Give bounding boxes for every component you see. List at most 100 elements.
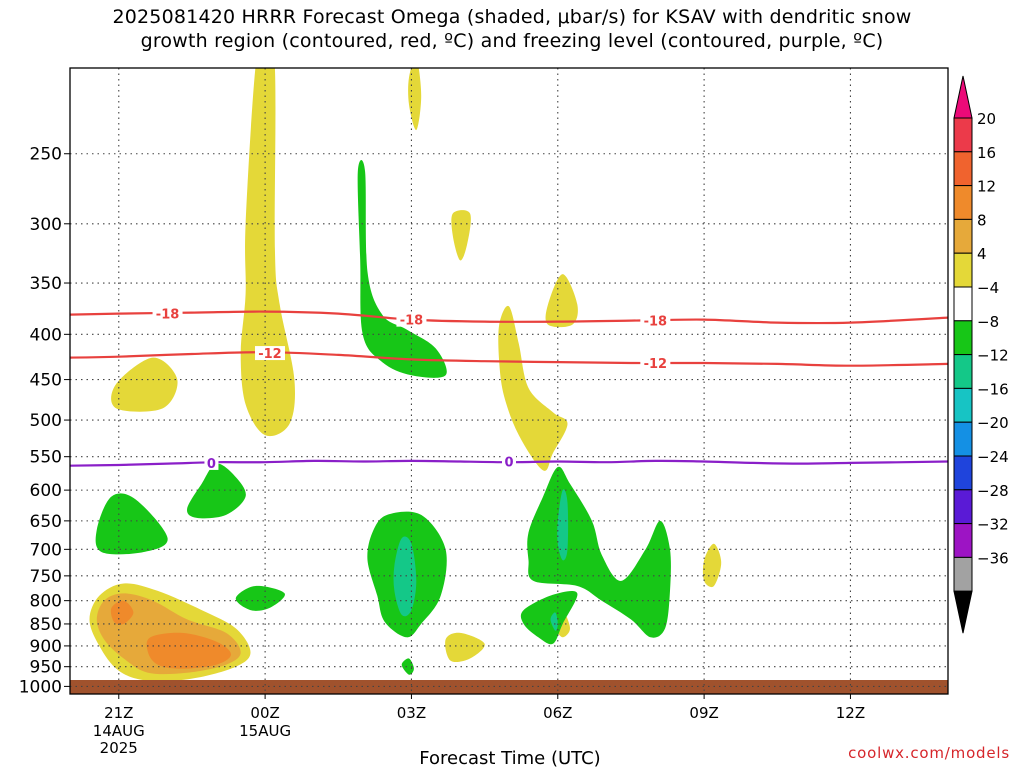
omega-region-17: [235, 585, 285, 611]
omega-region-2: [146, 632, 231, 669]
colorbar-label-8: −16: [977, 380, 1009, 398]
contour-label-bg-5: [204, 455, 219, 470]
colorbar-segment-0: [953, 117, 973, 153]
x-tick-label-3: 06Z: [543, 704, 572, 722]
colorbar-segment-7: [953, 354, 973, 389]
y-tick-label-950: 950: [30, 658, 62, 678]
colorbar-segment-1: [953, 151, 973, 187]
colorbar-label-7: −12: [977, 347, 1009, 365]
contour-label-bg-3: [254, 346, 285, 361]
colorbar-top-arrow: [953, 75, 973, 119]
y-tick-label-300: 300: [30, 215, 62, 235]
contour-label-0: -18: [156, 308, 180, 323]
omega-region-22: [557, 489, 569, 561]
contour-label-bg-6: [502, 454, 516, 469]
x-axis-label: Forecast Time (UTC): [419, 748, 600, 768]
omega-region-10: [445, 632, 485, 663]
omega-region-6: [451, 210, 471, 261]
x-tick-label-1: 00Z: [250, 704, 279, 722]
colorbar-label-3: 8: [977, 211, 987, 229]
omega-region-4: [111, 357, 178, 412]
omega-shading-layer: [89, 68, 722, 682]
contour-label-1: -18: [400, 314, 424, 329]
contour-labels-layer: -18 -18 -18 -12 -12 0 0: [152, 306, 671, 472]
omega-region-3: [110, 600, 134, 625]
source-credit: coolwx.com/models: [848, 744, 1010, 762]
y-axis-pressure: 2503003504004505005506006507007508008509…: [19, 145, 70, 697]
omega-region-21: [393, 536, 417, 617]
colorbar-label-0: 20: [977, 110, 996, 128]
omega-region-15: [186, 463, 246, 519]
y-tick-label-550: 550: [30, 448, 62, 468]
colorbar-label-9: −20: [977, 414, 1009, 432]
plot-frame: [69, 67, 949, 695]
omega-region-13: [357, 159, 447, 378]
x-tick-sublabel-0-0: 14AUG: [93, 722, 145, 740]
colorbar-label-1: 16: [977, 144, 996, 162]
contour-label-bg-2: [640, 313, 671, 328]
y-tick-label-400: 400: [30, 325, 62, 345]
chart-title-line-1: 2025081420 HRRR Forecast Omega (shaded, …: [112, 6, 912, 28]
y-tick-label-750: 750: [30, 567, 62, 587]
colorbar-label-2: 12: [977, 178, 996, 196]
colorbar-segment-8: [953, 387, 973, 423]
y-tick-label-1000: 1000: [19, 677, 62, 697]
colorbar-label-5: −4: [977, 279, 999, 297]
y-tick-label-450: 450: [30, 371, 62, 391]
y-tick-label-700: 700: [30, 540, 62, 560]
colorbar-segment-10: [953, 455, 973, 491]
omega-region-7: [545, 274, 578, 328]
y-tick-label-600: 600: [30, 481, 62, 501]
x-tick-label-5: 12Z: [836, 704, 865, 722]
ground-surface: [70, 680, 948, 694]
colorbar-segment-9: [953, 421, 973, 457]
grid-lines: [70, 68, 948, 694]
colorbar-segment-6: [953, 320, 973, 356]
contour-label-bg-4: [640, 356, 671, 371]
colorbar-segment-3: [953, 218, 973, 254]
omega-region-8: [498, 305, 568, 471]
y-tick-label-500: 500: [30, 411, 62, 431]
colorbar-label-4: 4: [977, 245, 987, 263]
colorbar-label-11: −28: [977, 482, 1009, 500]
colorbar-segment-12: [953, 523, 973, 558]
x-tick-sublabel-1-0: 15AUG: [239, 722, 291, 740]
omega-region-12: [408, 68, 422, 131]
omega-colorbar: 20 16 12 8 4 −4 −8 −12 −16 −20 −24 −28 −32 −36: [953, 75, 1009, 634]
colorbar-label-10: −24: [977, 448, 1009, 466]
contour-label-6: 0: [504, 456, 513, 471]
colorbar-segment-2: [953, 185, 973, 220]
colorbar-segment-11: [953, 489, 973, 525]
y-tick-label-650: 650: [30, 512, 62, 532]
y-tick-label-350: 350: [30, 274, 62, 294]
omega-region-19: [520, 590, 578, 645]
x-tick-label-2: 03Z: [397, 704, 426, 722]
contour-label-3: -12: [258, 347, 282, 362]
colorbar-label-13: −36: [977, 549, 1009, 567]
contour-label-bg-0: [152, 306, 183, 321]
y-tick-label-900: 900: [30, 637, 62, 657]
x-tick-sublabel-0-1: 2025: [100, 739, 138, 757]
y-tick-label-850: 850: [30, 615, 62, 635]
contour-label-5: 0: [207, 457, 216, 472]
colorbar-label-12: −32: [977, 516, 1009, 534]
colorbar-bottom-arrow: [953, 590, 973, 634]
omega-region-14: [95, 493, 168, 555]
omega-region-5: [240, 68, 295, 437]
colorbar-segment-13: [953, 556, 973, 592]
contour-line-0: [70, 310, 948, 325]
y-tick-label-250: 250: [30, 145, 62, 165]
omega-region-23: [550, 612, 558, 631]
omega-region-18: [401, 658, 414, 675]
contour-label-2: -18: [644, 315, 668, 330]
contour-label-bg-1: [396, 312, 427, 327]
contour-label-4: -12: [644, 357, 668, 372]
x-tick-label-0: 21Z: [104, 704, 133, 722]
y-tick-label-800: 800: [30, 592, 62, 612]
colorbar-segment-5: [953, 286, 973, 322]
colorbar-label-6: −8: [977, 313, 999, 331]
contour-line-1: [70, 351, 948, 367]
omega-region-9: [702, 543, 722, 588]
